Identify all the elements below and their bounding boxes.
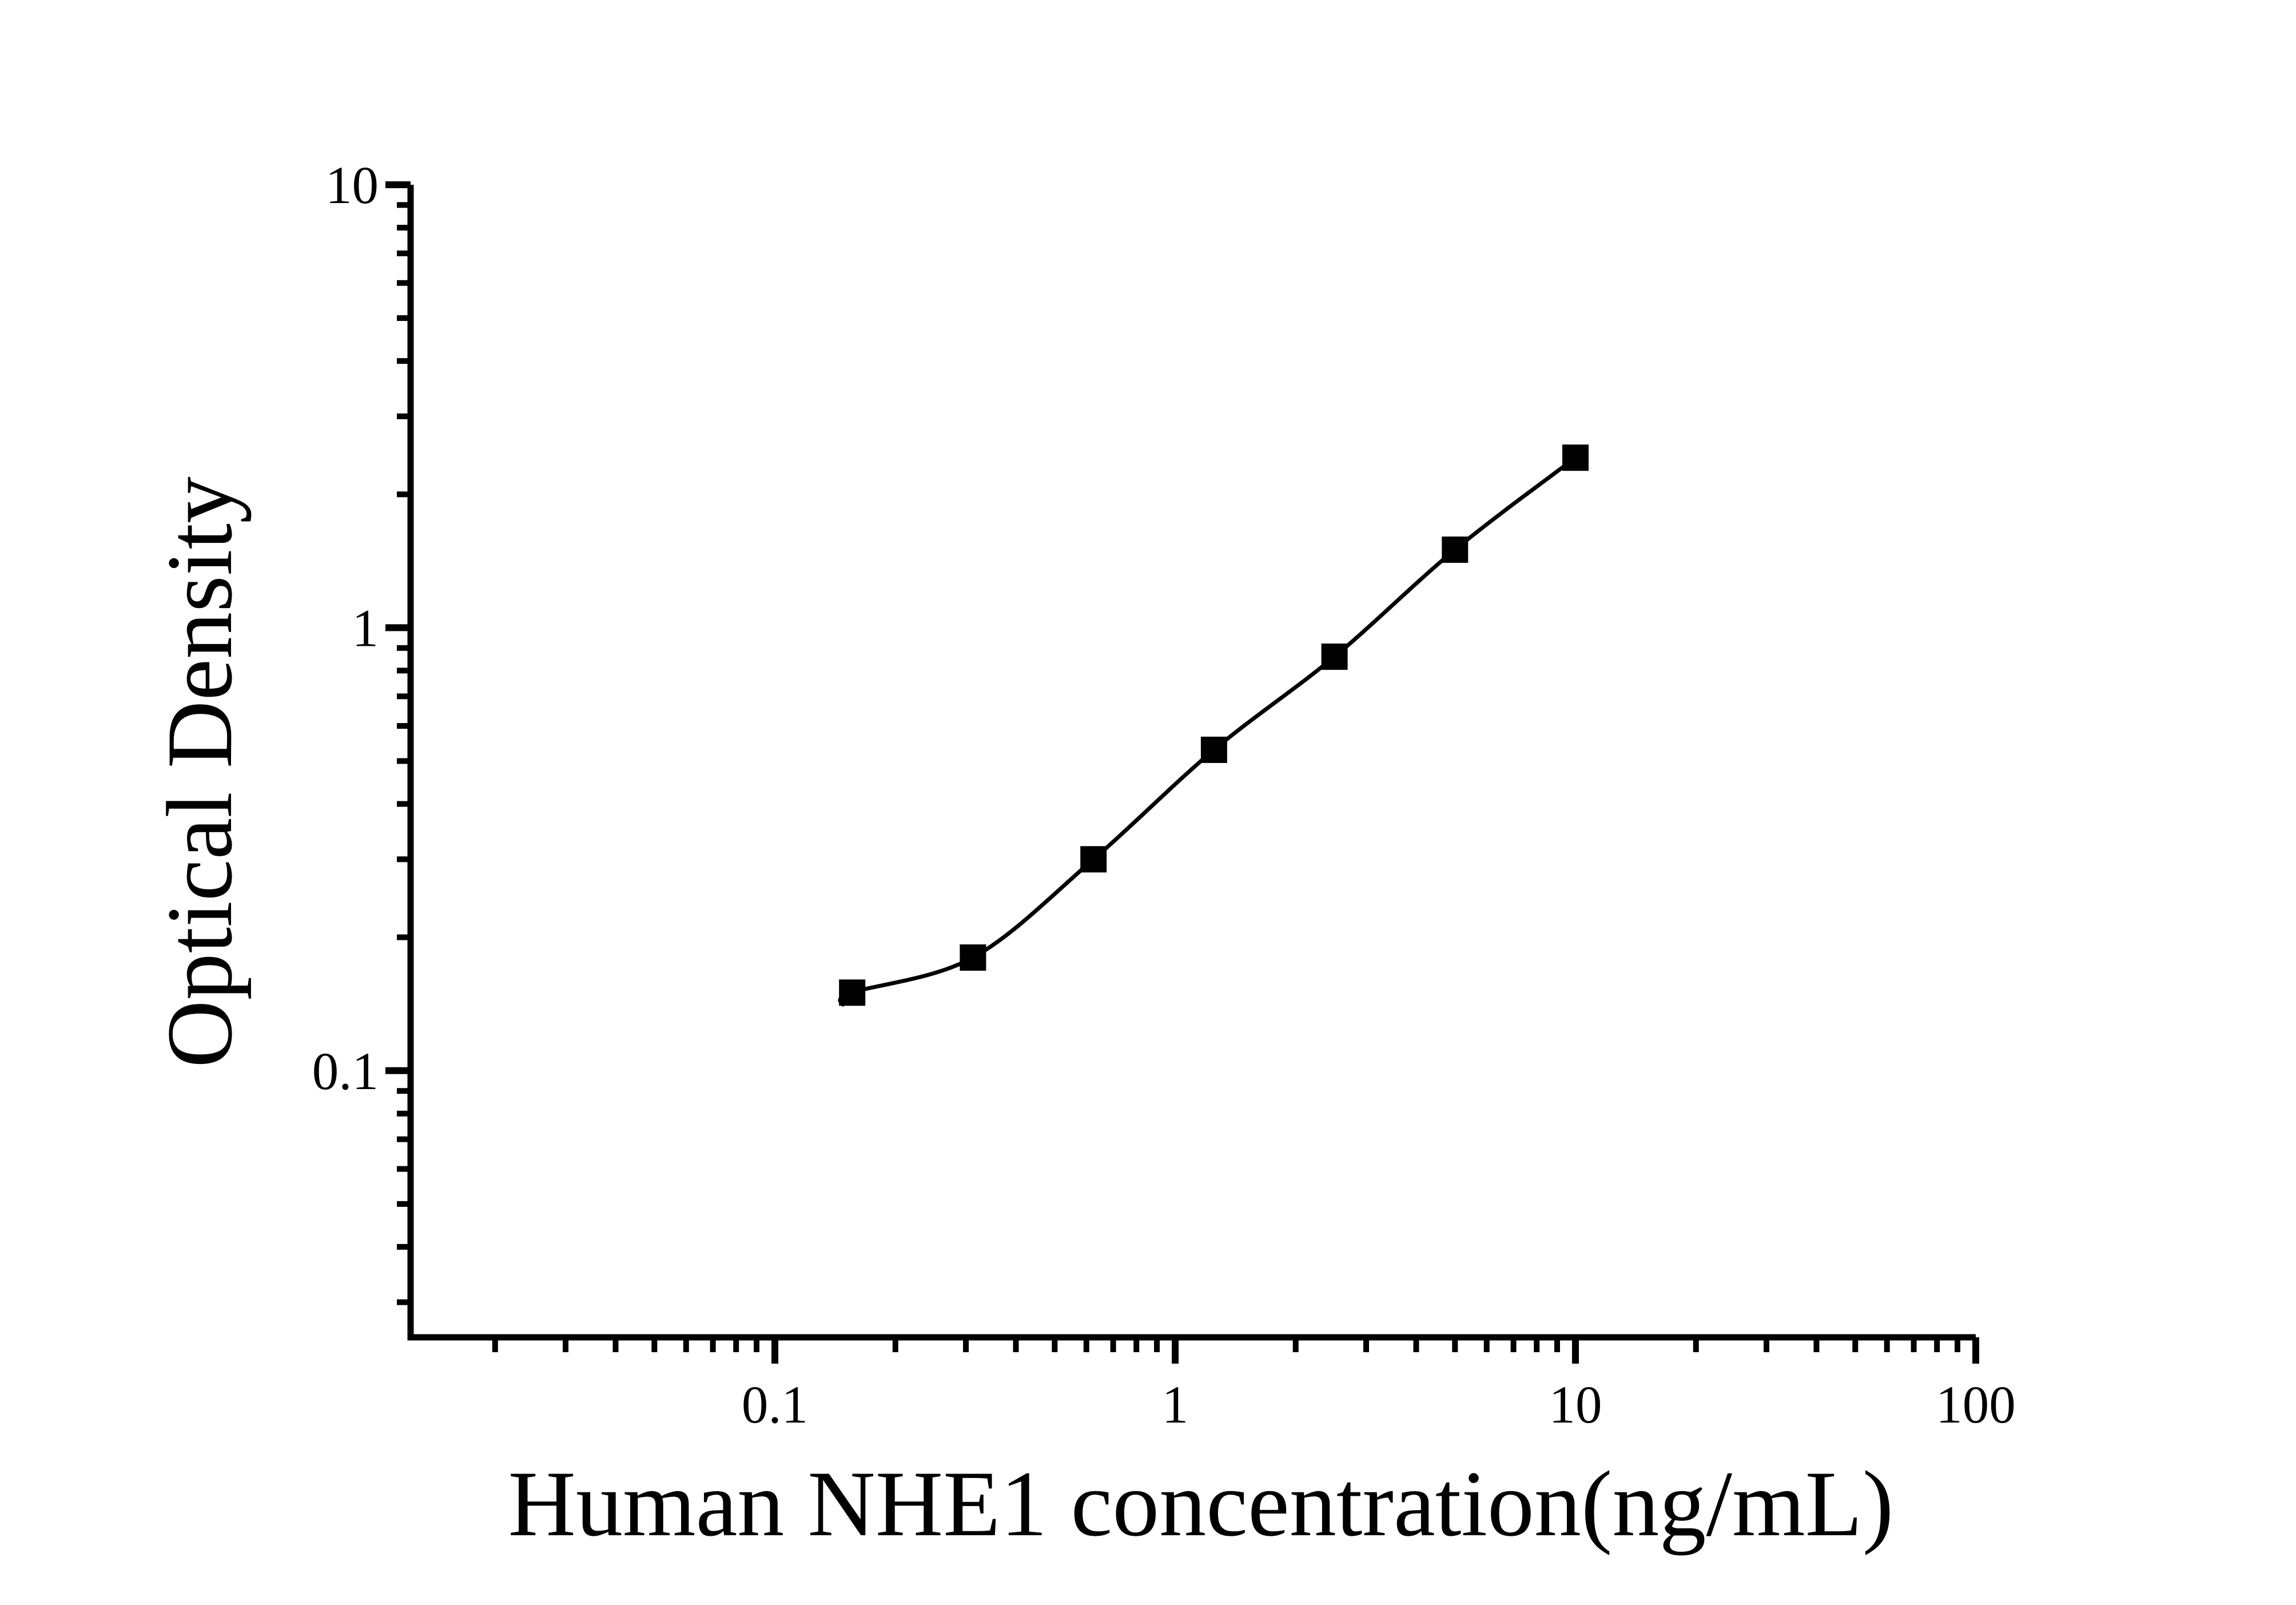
- data-point-marker: [1562, 444, 1589, 471]
- data-point-marker: [1200, 736, 1227, 763]
- x-tick-label: 100: [1936, 1376, 2016, 1435]
- y-tick-label: 0.1: [312, 1042, 379, 1101]
- axes: [407, 185, 1976, 1341]
- x-tick-label: 0.1: [742, 1376, 808, 1435]
- x-tick-label: 1: [1162, 1376, 1189, 1435]
- data-point-marker: [960, 944, 986, 971]
- y-axis-title: Optical Density: [148, 476, 252, 1068]
- tick-marks: [385, 181, 1979, 1364]
- y-tick-label: 1: [352, 599, 379, 658]
- data-point-marker: [1442, 537, 1469, 563]
- tick-labels: 0.1 1 10 100 0.1 1 10: [312, 156, 2016, 1435]
- data-point-marker: [1321, 643, 1348, 670]
- data-point-marker: [1080, 846, 1107, 873]
- data-points: [839, 444, 1589, 1006]
- y-tick-label: 10: [325, 156, 379, 215]
- x-axis-title: Human NHE1 concentration(ng/mL): [508, 1452, 1894, 1556]
- axis-spines: [407, 185, 1976, 1341]
- x-tick-label: 10: [1549, 1376, 1602, 1435]
- data-point-marker: [839, 979, 866, 1006]
